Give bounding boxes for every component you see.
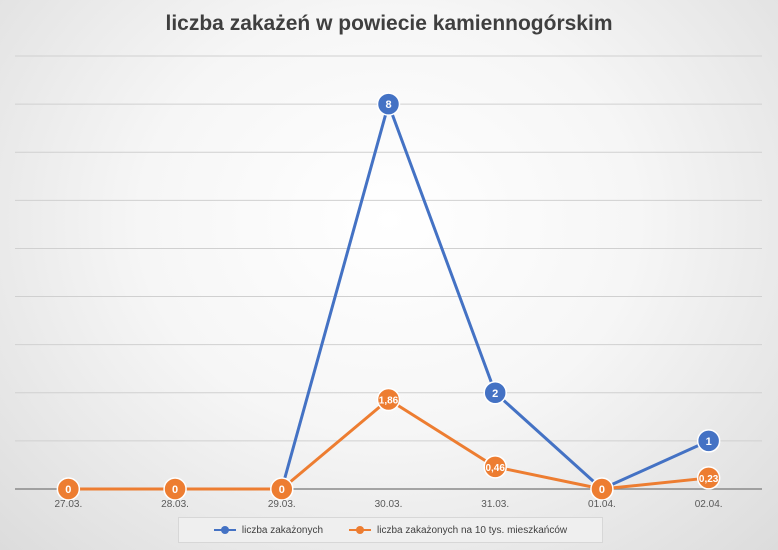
legend: liczba zakażonych liczba zakażonych na 1… bbox=[178, 517, 603, 543]
data-point-marker bbox=[590, 477, 614, 501]
data-point-marker bbox=[483, 455, 507, 479]
data-label: 8 bbox=[385, 99, 391, 111]
data-point-marker bbox=[56, 477, 81, 501]
data-point-marker bbox=[270, 477, 294, 501]
data-point-marker bbox=[696, 466, 721, 490]
data-label: 0,46 bbox=[485, 463, 505, 474]
data-label: 0 bbox=[172, 484, 178, 496]
data-label: 1,86 bbox=[379, 396, 399, 407]
chart-title: liczba zakażeń w powiecie kamiennogórski… bbox=[165, 12, 613, 35]
series-line-2 bbox=[66, 398, 711, 491]
x-tick-label: 02.04. bbox=[695, 499, 723, 510]
legend-swatch-series-1 bbox=[213, 525, 236, 535]
data-label: 2 bbox=[492, 388, 498, 400]
x-tick-label: 29.03. bbox=[268, 499, 296, 510]
data-point-marker bbox=[376, 387, 401, 412]
data-label: 1 bbox=[706, 436, 712, 448]
legend-item-series-2: liczba zakażonych na 10 tys. mieszkańców bbox=[349, 525, 567, 536]
data-label: 0 bbox=[599, 484, 605, 496]
data-point-marker bbox=[696, 429, 721, 453]
x-tick-label: 30.03. bbox=[375, 499, 403, 510]
x-tick-label: 31.03. bbox=[481, 499, 509, 510]
x-tick-label: 28.03. bbox=[161, 499, 189, 510]
data-point-marker bbox=[483, 381, 507, 405]
x-tick-label: 27.03. bbox=[54, 499, 82, 510]
legend-label-series-1: liczba zakażonych bbox=[241, 524, 324, 536]
legend-item-series-1: liczba zakażonych bbox=[213, 524, 324, 536]
legend-swatch-series-2 bbox=[349, 525, 372, 535]
legend-label-series-2: liczba zakażonych na 10 tys. mieszkańców bbox=[377, 524, 568, 536]
data-point-marker bbox=[376, 92, 401, 116]
x-tick-label: 01.04. bbox=[588, 499, 616, 510]
data-label: 0 bbox=[279, 484, 285, 496]
data-label: 0 bbox=[65, 484, 71, 496]
data-label: 0,23 bbox=[699, 474, 719, 485]
data-point-marker bbox=[163, 477, 187, 501]
